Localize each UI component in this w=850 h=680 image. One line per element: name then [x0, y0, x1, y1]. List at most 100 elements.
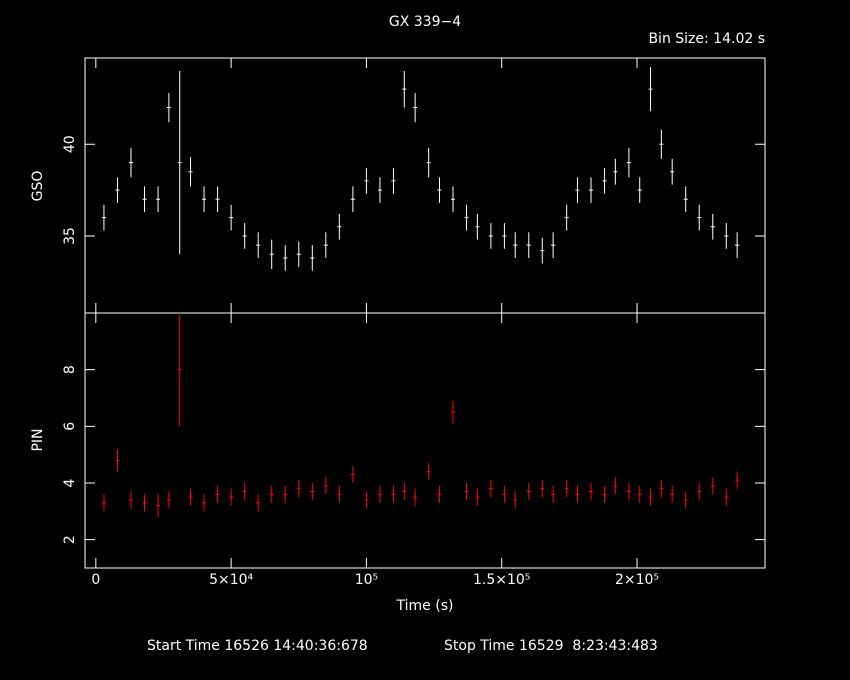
y-axis-label: PIN — [30, 428, 46, 451]
error-bar — [464, 483, 469, 500]
error-bar — [540, 480, 545, 498]
stop-time: Stop Time 16529 8:23:43:483 — [444, 638, 658, 654]
plot-frame — [84, 312, 766, 569]
error-bar — [229, 204, 234, 231]
error-bar — [337, 213, 342, 240]
error-bar — [488, 223, 493, 249]
error-bar — [310, 483, 315, 500]
error-bar — [142, 494, 147, 512]
chart-subtitle: Bin Size: 14.02 s — [648, 31, 765, 47]
y-tick-label: 2 — [62, 535, 78, 544]
error-bar — [551, 232, 556, 258]
error-bar — [637, 177, 642, 203]
error-bar — [391, 168, 396, 194]
error-bar — [648, 67, 653, 112]
error-bar — [101, 204, 106, 231]
error-bar — [697, 483, 702, 500]
error-bar — [129, 491, 134, 509]
error-bar — [426, 463, 431, 481]
error-bar — [648, 488, 653, 506]
error-bar — [475, 213, 480, 240]
error-bar — [402, 70, 407, 108]
error-bar — [575, 485, 580, 503]
error-bar — [350, 466, 355, 483]
x-tick-label: 10⁵ — [355, 572, 378, 588]
error-bar — [426, 147, 431, 178]
error-bar — [242, 483, 247, 500]
error-bar — [697, 204, 702, 231]
x-tick-label: 2×10⁵ — [615, 572, 659, 588]
error-bar — [670, 485, 675, 503]
error-bar — [551, 485, 556, 503]
error-bar — [202, 186, 207, 213]
error-bar — [177, 313, 182, 427]
chart-title: GX 339−4 — [389, 14, 461, 30]
error-bar — [310, 245, 315, 271]
error-bar — [564, 204, 569, 231]
error-bar — [166, 92, 171, 123]
x-axis-label: Time (s) — [396, 598, 454, 614]
error-bar — [464, 204, 469, 231]
error-bar — [296, 480, 301, 498]
error-bar — [413, 92, 418, 123]
error-bar — [602, 168, 607, 194]
error-bar — [488, 480, 493, 498]
error-bar — [323, 477, 328, 495]
error-bar — [437, 177, 442, 203]
error-bar — [513, 232, 518, 258]
plot-frame — [84, 57, 766, 314]
y-tick-label: 35 — [62, 227, 78, 245]
error-bar — [283, 485, 288, 503]
y-tick-label: 40 — [62, 135, 78, 153]
error-bar — [256, 232, 261, 258]
error-bar — [283, 245, 288, 271]
error-bar — [229, 488, 234, 506]
error-bar — [364, 168, 369, 194]
error-bar — [242, 223, 247, 249]
error-bar — [115, 177, 120, 203]
error-bar — [269, 485, 274, 503]
x-tick-label: 0 — [91, 572, 100, 588]
error-bar — [626, 147, 631, 178]
error-bar — [177, 70, 182, 255]
error-bar — [710, 477, 715, 495]
error-bar — [575, 177, 580, 203]
start-time: Start Time 16526 14:40:36:678 — [147, 638, 368, 654]
error-bar — [156, 186, 161, 213]
error-bar — [188, 157, 193, 187]
error-bar — [735, 232, 740, 258]
error-bar — [129, 147, 134, 178]
error-bar — [188, 488, 193, 506]
error-bar — [710, 213, 715, 240]
error-bar — [451, 186, 456, 213]
error-bar — [670, 158, 675, 185]
error-bar — [659, 129, 664, 159]
error-bar — [156, 494, 161, 517]
x-tick-label: 1.5×10⁵ — [473, 572, 530, 588]
error-bar — [215, 186, 220, 213]
error-bar — [115, 449, 120, 472]
error-bar — [391, 485, 396, 503]
error-bar — [364, 491, 369, 509]
error-bar — [735, 471, 740, 489]
error-bar — [613, 477, 618, 495]
y-tick-label: 6 — [62, 422, 78, 431]
error-bar — [564, 480, 569, 498]
error-bar — [215, 485, 220, 503]
error-bar — [589, 177, 594, 203]
error-bar — [337, 485, 342, 503]
error-bar — [526, 232, 531, 258]
x-tick-label: 5×10⁴ — [209, 572, 253, 588]
y-axis-label: GSO — [30, 171, 46, 202]
error-bar — [402, 483, 407, 500]
error-bar — [613, 158, 618, 185]
error-bar — [202, 494, 207, 512]
error-bar — [142, 186, 147, 213]
error-bar — [323, 232, 328, 258]
error-bar — [683, 491, 688, 509]
error-bar — [413, 488, 418, 506]
error-bar — [626, 483, 631, 500]
error-bar — [540, 237, 545, 264]
error-bar — [724, 488, 729, 506]
